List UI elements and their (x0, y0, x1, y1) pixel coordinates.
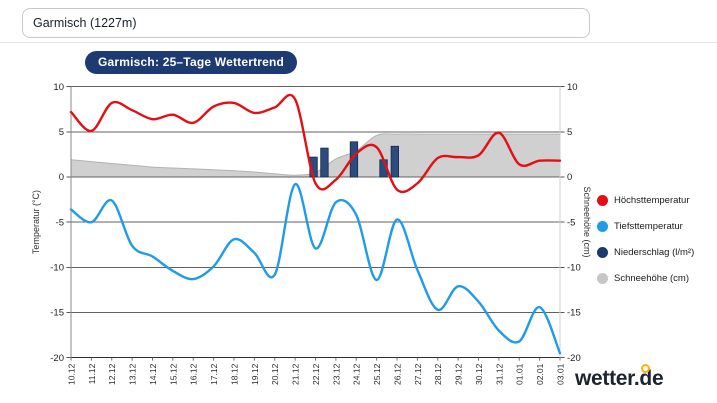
date-label: 21.12 (291, 363, 301, 385)
precipitation-bar (390, 145, 400, 178)
left-axis-tick-label: -20 (50, 353, 64, 364)
date-label: 27.12 (413, 363, 423, 385)
left-axis-tick-label: -10 (50, 263, 64, 274)
right-axis-tick-label: -10 (567, 263, 581, 274)
date-label: 26.12 (393, 363, 403, 385)
wetter-de-logo[interactable]: wetter.de (575, 364, 664, 391)
date-label: 14.12 (148, 363, 158, 385)
date-label: 11.12 (87, 363, 97, 384)
min-temp-swatch-icon (597, 221, 608, 232)
date-label: 12.12 (107, 363, 117, 385)
date-label: 02.01 (535, 363, 545, 385)
precipitation-swatch-icon (597, 247, 608, 258)
date-label: 15.12 (168, 363, 178, 385)
legend-label: Höchsttemperatur (614, 195, 690, 206)
legend-item-max-temp[interactable]: Höchsttemperatur (597, 195, 694, 206)
min-temp-line (69, 182, 562, 355)
date-label: 30.12 (474, 363, 484, 385)
date-label: 19.12 (250, 363, 260, 385)
right-axis-tick-label: 5 (567, 127, 572, 138)
legend-item-min-temp[interactable]: Tiefsttemperatur (597, 221, 694, 232)
date-label: 28.12 (433, 363, 443, 385)
left-axis-title: Temperatur (°C) (31, 189, 41, 255)
max-temp-swatch-icon (597, 195, 608, 206)
sun-icon (641, 364, 651, 373)
snow-depth-swatch-icon (597, 273, 608, 284)
legend-label: Tiefsttemperatur (614, 221, 683, 232)
location-search-input[interactable] (22, 8, 590, 38)
date-label: 17.12 (209, 363, 219, 385)
date-label: 18.12 (230, 363, 240, 385)
right-axis-title: Schneehöhe (cm) (582, 186, 592, 258)
left-axis-tick-label: 5 (59, 127, 64, 138)
right-axis-tick-label: 0 (567, 172, 572, 183)
date-label: 10.12 (67, 363, 77, 385)
right-axis-tick-label: -5 (567, 217, 575, 228)
logo-text: wetter.de (575, 367, 664, 390)
legend-label: Niederschlag (l/m²) (614, 247, 695, 258)
date-label: 31.12 (494, 363, 504, 385)
snow-depth-area (71, 133, 560, 177)
left-axis-tick-label: -5 (56, 217, 64, 228)
date-label: 25.12 (372, 363, 382, 385)
date-label: 03.01 (556, 363, 566, 385)
precipitation-bar (320, 147, 329, 178)
max-temp-line (69, 93, 562, 194)
left-axis-tick-label: 10 (53, 82, 64, 93)
date-label: 24.12 (352, 363, 362, 385)
date-label: 22.12 (311, 363, 321, 385)
left-axis-tick-label: -15 (50, 308, 64, 319)
chart-title-badge: Garmisch: 25–Tage Wettertrend (85, 51, 298, 74)
legend-label: Schneehöhe (cm) (614, 273, 689, 284)
right-axis-tick-label: 10 (567, 82, 578, 93)
date-label: 13.12 (128, 363, 138, 385)
header-separator (0, 42, 717, 43)
date-label: 23.12 (331, 363, 341, 385)
left-axis-tick-label: 0 (59, 172, 64, 183)
right-axis-tick-label: -15 (567, 308, 581, 319)
date-label: 16.12 (189, 363, 199, 385)
date-label: 20.12 (270, 363, 280, 385)
date-label: 01.01 (515, 363, 525, 385)
right-axis-tick-label: -20 (567, 353, 581, 364)
date-label: 29.12 (454, 363, 464, 385)
legend-item-snow-depth[interactable]: Schneehöhe (cm) (597, 273, 694, 284)
legend-item-precipitation[interactable]: Niederschlag (l/m²) (597, 247, 694, 258)
chart-legend: Höchsttemperatur Tiefsttemperatur Nieder… (597, 195, 694, 299)
